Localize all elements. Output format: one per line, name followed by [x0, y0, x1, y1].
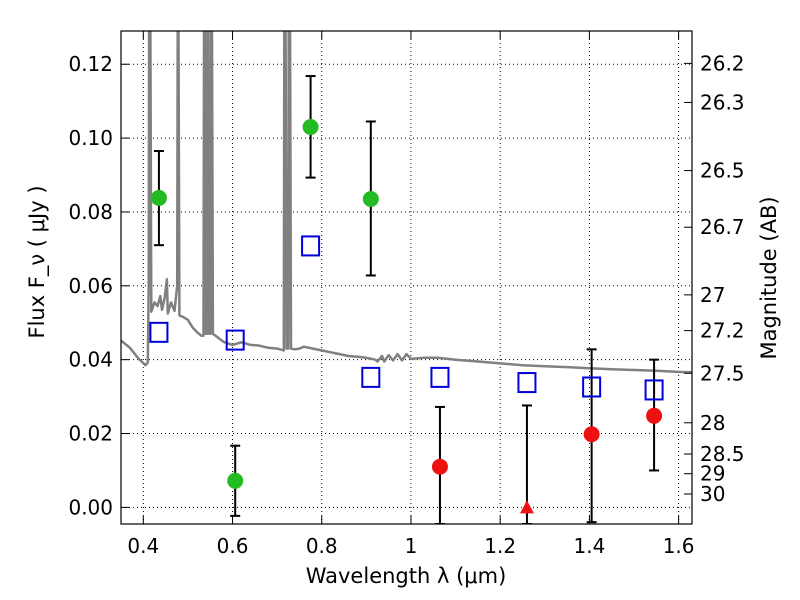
data-point [227, 472, 244, 489]
y-tick-label: 0.10 [68, 126, 113, 150]
sed-model-layer [121, 31, 692, 374]
y-tick-label: 0.12 [68, 52, 113, 76]
upper-limit-marker [519, 500, 534, 514]
x-tick-label: 1.6 [663, 534, 695, 558]
y-tick-label: 0.02 [68, 422, 113, 446]
model-flux-square [361, 366, 381, 388]
mag-tick-label: 27.5 [700, 361, 745, 385]
model-flux-square [301, 235, 321, 257]
model-flux-square [517, 372, 537, 394]
data-markers-layer [149, 75, 664, 524]
mag-tick-label: 26.5 [700, 159, 745, 183]
data-point [646, 407, 663, 424]
x-tick-label: 1.2 [484, 534, 516, 558]
axis-ticks [121, 31, 692, 524]
model-flux-square [430, 366, 450, 388]
data-point [150, 189, 167, 206]
x-tick-label: 0.6 [217, 534, 249, 558]
mag-tick-label: 27 [700, 283, 725, 307]
mag-tick-label: 26.3 [700, 90, 745, 114]
y-tick-label: 0.00 [68, 495, 113, 519]
plot-frame [120, 30, 693, 525]
tick-labels: 0.4 0.6 0.8 1 1.2 1.4 1.6 0.00 0.02 0.04 0.06 0.08 0… [68, 51, 744, 558]
plot-background [121, 31, 692, 524]
mag-tick-label: 30 [700, 482, 725, 506]
data-point [362, 191, 379, 208]
model-flux-square [582, 376, 602, 398]
y-tick-label: 0.04 [68, 348, 113, 372]
mag-tick-label: 28.5 [700, 442, 745, 466]
right-axis-label: Magnitude (AB) [757, 196, 781, 359]
x-tick-label: 1.4 [573, 534, 605, 558]
model-flux-square [644, 379, 664, 401]
x-tick-label: 0.8 [306, 534, 338, 558]
y-axis-label: Flux F_ν ( μJy ) [25, 185, 50, 338]
mag-tick-label: 27.2 [700, 319, 745, 343]
data-point [431, 458, 448, 475]
x-tick-label: 0.4 [127, 534, 159, 558]
x-axis-label: Wavelength λ (μm) [306, 564, 507, 588]
model-flux-square [225, 329, 245, 351]
data-point [302, 119, 319, 136]
x-tick-label: 1 [405, 534, 418, 558]
model-flux-square [149, 321, 169, 343]
sed-model-line [121, 31, 692, 374]
data-point [583, 426, 600, 443]
y-tick-label: 0.08 [68, 200, 113, 224]
mag-tick-label: 28 [700, 411, 725, 435]
mag-tick-label: 29 [700, 462, 725, 486]
mag-tick-label: 26.2 [700, 51, 745, 75]
mag-tick-label: 26.7 [700, 215, 745, 239]
y-tick-label: 0.06 [68, 274, 113, 298]
